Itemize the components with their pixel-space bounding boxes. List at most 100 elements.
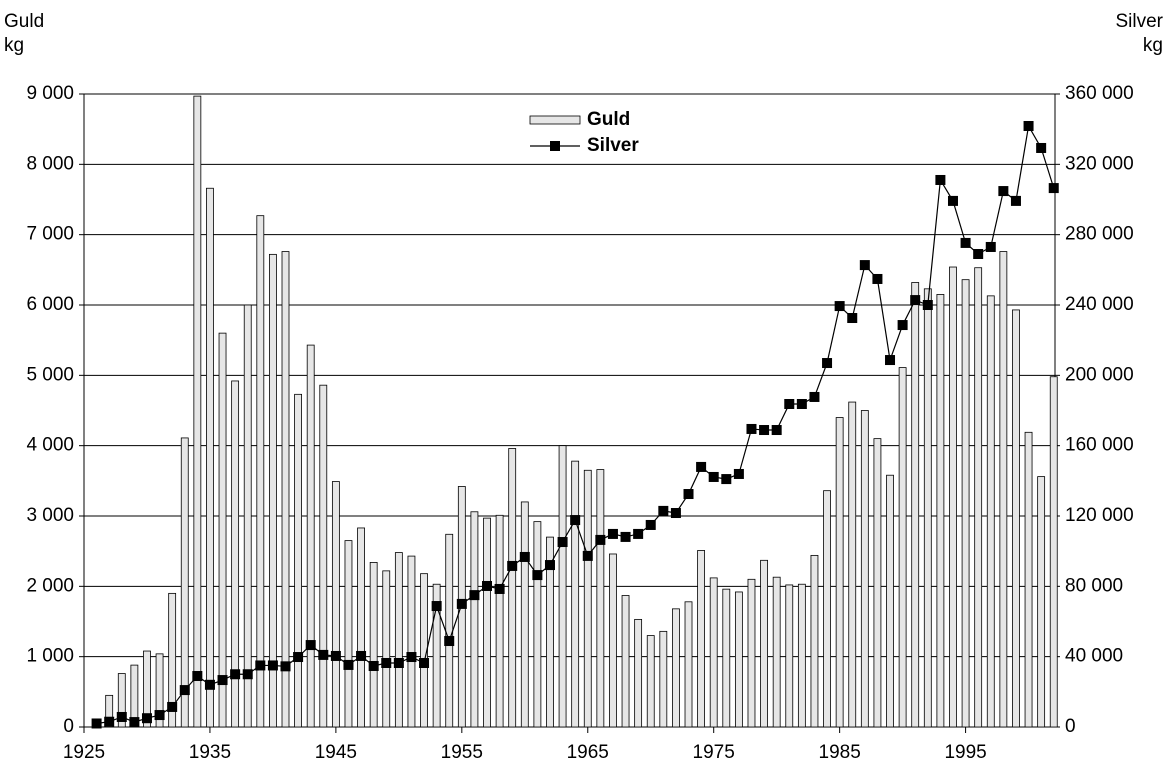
y-tick-label: 1 000: [26, 646, 74, 667]
marker: [330, 650, 341, 661]
bar: [873, 438, 882, 728]
bar: [256, 215, 265, 728]
bar: [382, 570, 391, 728]
marker: [607, 528, 618, 539]
x-tick-label: 1985: [819, 742, 861, 763]
x-tick-label: 1965: [567, 742, 609, 763]
marker: [1036, 142, 1047, 153]
bar: [810, 554, 819, 728]
marker: [796, 398, 807, 409]
marker: [1023, 121, 1034, 132]
marker: [759, 425, 770, 436]
marker: [230, 669, 241, 680]
y2-axis-label: Silver kg: [1115, 11, 1163, 56]
marker: [1048, 183, 1059, 194]
bar: [319, 384, 328, 728]
y-axis-label: Guld kg: [4, 11, 44, 56]
legend-label: Silver: [587, 135, 639, 156]
bar: [533, 521, 542, 728]
marker: [293, 652, 304, 663]
marker: [620, 531, 631, 542]
bar: [407, 555, 416, 728]
marker: [746, 423, 757, 434]
bar: [306, 344, 315, 728]
bar: [269, 253, 277, 728]
x-tick-label: 1955: [441, 742, 483, 763]
bar: [369, 562, 378, 728]
bar: [684, 601, 693, 728]
marker: [960, 237, 971, 248]
y-tick-label: 2 000: [26, 575, 74, 596]
bar: [546, 536, 554, 728]
legend-label: Guld: [587, 109, 630, 130]
bar: [860, 410, 869, 728]
bar: [155, 653, 164, 728]
marker: [897, 320, 908, 331]
y-tick-label: 8 000: [26, 153, 74, 174]
marker: [696, 461, 707, 472]
marker: [721, 474, 732, 485]
bar: [432, 583, 441, 728]
marker: [116, 711, 127, 722]
legend-swatch: [529, 115, 581, 125]
marker: [179, 685, 190, 696]
bar: [180, 437, 189, 728]
y-tick-label: 5 000: [26, 364, 74, 385]
bar: [143, 650, 151, 728]
y-tick-label: 9 000: [26, 83, 74, 104]
bar: [986, 295, 995, 728]
bar: [218, 332, 227, 728]
marker: [507, 560, 518, 571]
y-tick-label: 3 000: [26, 505, 74, 526]
bar: [961, 279, 970, 728]
bar: [621, 595, 630, 728]
y2-tick-label: 320 000: [1065, 153, 1134, 174]
marker: [154, 710, 165, 721]
x-tick-label: 1935: [189, 742, 231, 763]
marker: [708, 471, 719, 482]
bar: [709, 577, 718, 728]
marker: [519, 551, 530, 562]
bar: [495, 514, 504, 728]
marker: [910, 295, 921, 306]
x-tick-label: 1945: [315, 742, 357, 763]
marker: [242, 669, 253, 680]
bar: [923, 288, 932, 728]
bar: [281, 251, 290, 728]
marker: [645, 519, 656, 530]
marker: [267, 660, 278, 671]
bar: [848, 401, 857, 728]
marker: [570, 515, 581, 526]
bar: [1024, 431, 1033, 728]
bar: [206, 187, 214, 728]
bar: [1012, 309, 1020, 728]
marker: [557, 537, 568, 548]
marker: [658, 505, 669, 516]
bar: [596, 469, 605, 728]
legend-swatch: [550, 141, 560, 151]
x-tick-label: 1975: [693, 742, 735, 763]
bar: [117, 673, 126, 728]
bar: [760, 559, 768, 728]
marker: [167, 701, 178, 712]
bar: [394, 552, 403, 728]
marker: [393, 657, 404, 668]
bar: [886, 474, 894, 728]
bar: [1049, 376, 1058, 728]
bar: [999, 251, 1008, 728]
marker: [217, 675, 228, 686]
bar: [583, 469, 592, 728]
bar: [483, 517, 491, 728]
y2-tick-label: 160 000: [1065, 435, 1134, 456]
bar: [835, 417, 844, 728]
marker: [532, 570, 543, 581]
marker: [985, 241, 996, 252]
bar: [734, 591, 743, 728]
marker: [1010, 195, 1021, 206]
bar: [672, 608, 680, 728]
bar: [357, 527, 365, 728]
marker: [998, 186, 1009, 197]
bar: [911, 282, 920, 728]
bar: [936, 294, 945, 728]
